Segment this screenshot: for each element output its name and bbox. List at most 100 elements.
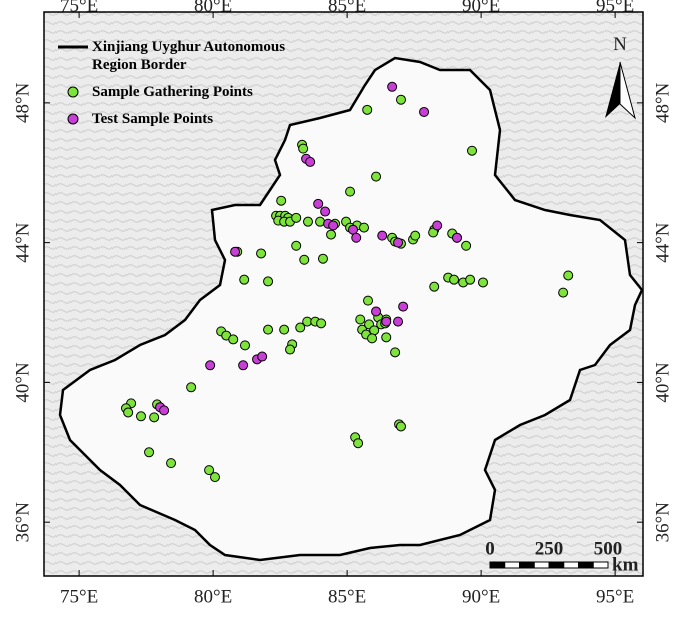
- legend-marker: [67, 113, 79, 125]
- y-tick-label: 48°N: [652, 82, 673, 123]
- sample-point: [230, 246, 241, 257]
- sample-point: [317, 253, 328, 264]
- sample-point: [305, 156, 316, 167]
- scale-segment: [533, 561, 550, 569]
- legend-item: Sample Gathering Points: [54, 83, 314, 101]
- sample-point: [395, 94, 406, 105]
- x-tick-label: 90°E: [462, 586, 500, 607]
- sample-point: [371, 306, 382, 317]
- north-arrow-left: [605, 62, 620, 118]
- sample-point: [381, 316, 392, 327]
- sample-point: [240, 340, 251, 351]
- sample-point: [390, 347, 401, 358]
- sample-point: [395, 421, 406, 432]
- sample-point: [159, 405, 170, 416]
- sample-point: [387, 81, 398, 92]
- sample-point: [298, 143, 309, 154]
- north-label: N: [613, 34, 627, 55]
- sample-point: [299, 254, 310, 265]
- sample-point: [563, 270, 574, 281]
- legend-item: Test Sample Points: [54, 110, 314, 128]
- sample-point: [144, 447, 155, 458]
- sample-point: [363, 295, 374, 306]
- sample-point: [279, 324, 290, 335]
- sample-point: [238, 360, 249, 371]
- legend-label: Xinjiang Uyghur Autonomous Region Border: [92, 39, 286, 73]
- x-tick-label: 80°E: [194, 586, 232, 607]
- sample-point: [204, 465, 215, 476]
- legend-label: Sample Gathering Points: [92, 84, 253, 100]
- sample-point: [351, 232, 362, 243]
- y-tick-label: 40°N: [652, 362, 673, 403]
- scale-label: 250: [535, 538, 564, 559]
- scale-label: 0: [485, 538, 495, 559]
- sample-point: [209, 472, 220, 483]
- sample-point: [558, 287, 569, 298]
- sample-point: [465, 274, 476, 285]
- legend-marker: [67, 86, 79, 98]
- sample-point: [410, 230, 421, 241]
- y-tick-label: 36°N: [652, 502, 673, 543]
- region-border: [58, 56, 644, 562]
- legend: Xinjiang Uyghur Autonomous Region Border…: [54, 38, 314, 137]
- scale-label: 500: [594, 538, 623, 559]
- x-tick-label: 95°E: [596, 586, 634, 607]
- sample-point: [263, 324, 274, 335]
- sample-point: [419, 106, 430, 117]
- sample-point: [149, 412, 160, 423]
- sample-point: [320, 206, 331, 217]
- sample-point: [263, 276, 274, 287]
- scale-segment: [489, 561, 506, 569]
- sample-point: [355, 314, 366, 325]
- sample-point: [359, 222, 370, 233]
- sample-point: [316, 318, 327, 329]
- x-tick-label: 75°E: [60, 0, 98, 16]
- sample-point: [136, 411, 147, 422]
- y-tick-label: 44°N: [652, 222, 673, 263]
- sample-point: [452, 232, 463, 243]
- sample-point: [295, 322, 306, 333]
- x-tick-label: 95°E: [596, 0, 634, 16]
- y-tick-label: 44°N: [12, 222, 33, 263]
- y-tick-label: 48°N: [12, 82, 33, 123]
- scale-segment: [563, 561, 579, 569]
- sample-point: [315, 216, 326, 227]
- sample-point: [276, 195, 287, 206]
- sample-point: [239, 274, 250, 285]
- scale-segment: [578, 561, 594, 569]
- sample-point: [398, 301, 409, 312]
- sample-point: [377, 230, 388, 241]
- sample-point: [393, 237, 404, 248]
- sample-point: [326, 229, 337, 240]
- scale-segment: [519, 561, 535, 569]
- scale-segment: [592, 561, 609, 569]
- sample-point: [381, 332, 392, 343]
- sample-point: [371, 171, 382, 182]
- legend-item: Xinjiang Uyghur Autonomous Region Border: [54, 38, 314, 74]
- sample-point: [291, 212, 302, 223]
- y-tick-label: 40°N: [12, 362, 33, 403]
- x-tick-label: 90°E: [462, 0, 500, 16]
- sample-point: [477, 277, 488, 288]
- sample-point: [205, 360, 216, 371]
- sample-point: [328, 220, 339, 231]
- sample-point: [367, 333, 378, 344]
- sample-point: [285, 344, 296, 355]
- legend-dot: [67, 86, 79, 98]
- x-tick-label: 80°E: [194, 0, 232, 16]
- y-tick-label: 36°N: [12, 502, 33, 543]
- sample-point: [393, 316, 404, 327]
- scale-segment: [504, 561, 520, 569]
- x-tick-label: 85°E: [328, 586, 366, 607]
- sample-point: [467, 145, 478, 156]
- sample-point: [291, 240, 302, 251]
- sample-point: [186, 382, 197, 393]
- legend-line: [58, 45, 88, 49]
- sample-point: [345, 186, 356, 197]
- x-tick-label: 75°E: [60, 586, 98, 607]
- sample-point: [313, 198, 324, 209]
- sample-point: [166, 458, 177, 469]
- sample-point: [228, 334, 239, 345]
